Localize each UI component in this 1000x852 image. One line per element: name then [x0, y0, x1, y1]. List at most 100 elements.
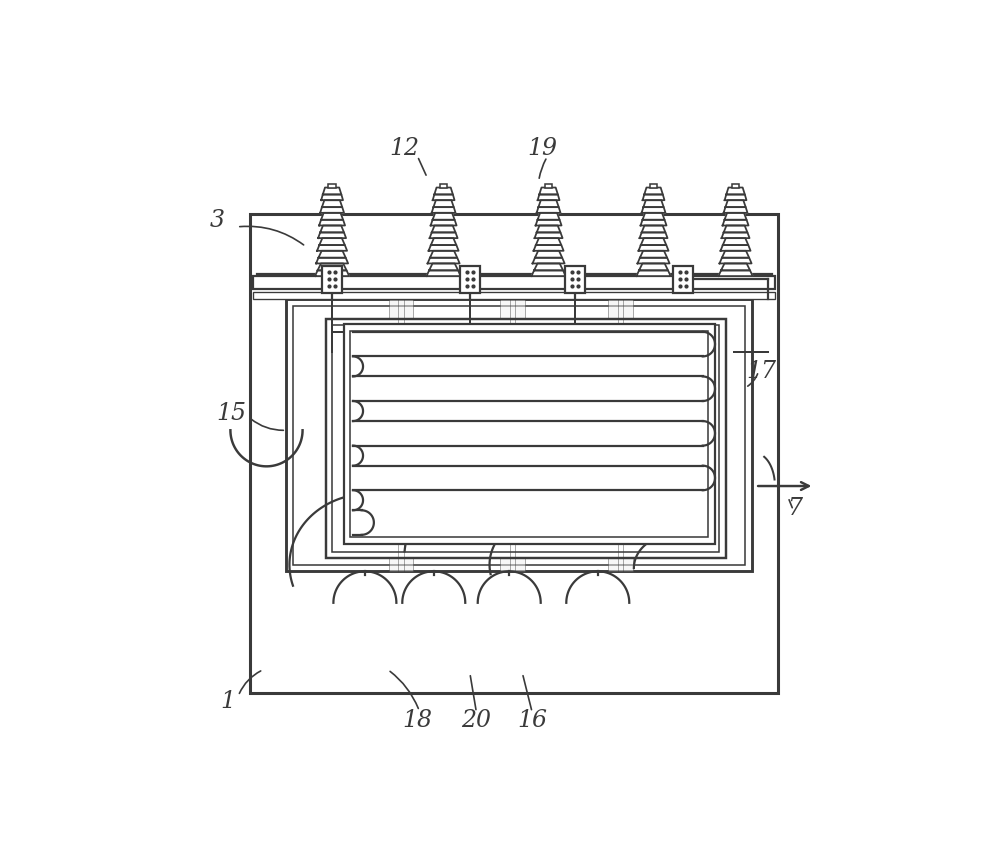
Polygon shape [536, 238, 561, 245]
Polygon shape [638, 258, 670, 263]
Bar [546, 187, 552, 276]
Bar [500, 299, 525, 572]
Polygon shape [316, 258, 348, 263]
Polygon shape [533, 258, 565, 263]
Bar [732, 184, 739, 187]
Polygon shape [319, 220, 345, 226]
Polygon shape [643, 213, 665, 220]
Polygon shape [534, 263, 563, 270]
Polygon shape [431, 220, 457, 226]
Polygon shape [725, 213, 747, 220]
Polygon shape [320, 207, 344, 213]
Bar [650, 187, 657, 276]
Polygon shape [321, 213, 343, 220]
Bar [565, 266, 585, 293]
Polygon shape [433, 194, 455, 200]
Polygon shape [431, 238, 456, 245]
Bar [440, 184, 447, 187]
Bar [253, 276, 775, 289]
Text: 15: 15 [217, 402, 247, 425]
Polygon shape [640, 250, 667, 258]
Polygon shape [323, 187, 341, 194]
Polygon shape [723, 238, 748, 245]
Bar [344, 324, 715, 544]
Bar [329, 187, 335, 276]
Text: 20: 20 [461, 709, 491, 732]
Polygon shape [317, 245, 347, 250]
Polygon shape [641, 220, 667, 226]
Polygon shape [721, 245, 751, 250]
Polygon shape [722, 250, 749, 258]
Polygon shape [642, 207, 665, 213]
Text: 7: 7 [787, 498, 802, 521]
Text: 18: 18 [402, 709, 432, 732]
Polygon shape [430, 233, 458, 238]
Polygon shape [318, 233, 346, 238]
Bar [545, 184, 552, 187]
Polygon shape [725, 200, 746, 207]
Polygon shape [320, 226, 344, 233]
Text: 17: 17 [747, 360, 777, 383]
Polygon shape [535, 250, 562, 258]
Bar [328, 184, 336, 187]
Bar [389, 299, 413, 572]
Polygon shape [538, 200, 559, 207]
Polygon shape [726, 187, 745, 194]
Text: 1: 1 [220, 690, 235, 713]
Polygon shape [538, 194, 559, 200]
Polygon shape [322, 200, 342, 207]
Polygon shape [644, 187, 663, 194]
Polygon shape [430, 250, 457, 258]
Text: 16: 16 [517, 709, 547, 732]
Polygon shape [433, 200, 454, 207]
Polygon shape [534, 245, 564, 250]
Polygon shape [427, 270, 461, 276]
Polygon shape [318, 250, 346, 258]
Polygon shape [318, 263, 347, 270]
Bar [673, 266, 693, 293]
Bar [732, 187, 739, 276]
Polygon shape [539, 187, 558, 194]
Polygon shape [429, 245, 459, 250]
Polygon shape [639, 263, 668, 270]
Bar [253, 292, 775, 299]
Polygon shape [718, 270, 753, 276]
Bar [650, 184, 657, 187]
Bar [350, 331, 708, 538]
Polygon shape [429, 263, 458, 270]
Polygon shape [724, 226, 747, 233]
Polygon shape [428, 258, 460, 263]
Polygon shape [643, 200, 664, 207]
Text: 3: 3 [210, 209, 225, 232]
Bar [332, 325, 719, 551]
Bar [286, 299, 752, 572]
Polygon shape [538, 213, 560, 220]
Bar [250, 214, 778, 693]
Polygon shape [432, 207, 456, 213]
Polygon shape [640, 233, 668, 238]
Bar [322, 266, 342, 293]
Polygon shape [537, 207, 561, 213]
Polygon shape [532, 270, 566, 276]
Polygon shape [537, 226, 560, 233]
Polygon shape [321, 194, 343, 200]
Polygon shape [433, 213, 455, 220]
Bar [441, 187, 447, 276]
Polygon shape [641, 238, 666, 245]
Polygon shape [432, 226, 456, 233]
Polygon shape [722, 233, 750, 238]
Polygon shape [724, 207, 747, 213]
Polygon shape [319, 238, 345, 245]
Bar [326, 319, 726, 558]
Polygon shape [721, 263, 750, 270]
Text: 19: 19 [527, 136, 557, 159]
Bar [293, 306, 745, 565]
Polygon shape [434, 187, 453, 194]
Polygon shape [536, 220, 562, 226]
Text: 12: 12 [389, 136, 419, 159]
Polygon shape [720, 258, 752, 263]
Bar [460, 266, 480, 293]
Polygon shape [535, 233, 563, 238]
Polygon shape [636, 270, 671, 276]
Polygon shape [639, 245, 669, 250]
